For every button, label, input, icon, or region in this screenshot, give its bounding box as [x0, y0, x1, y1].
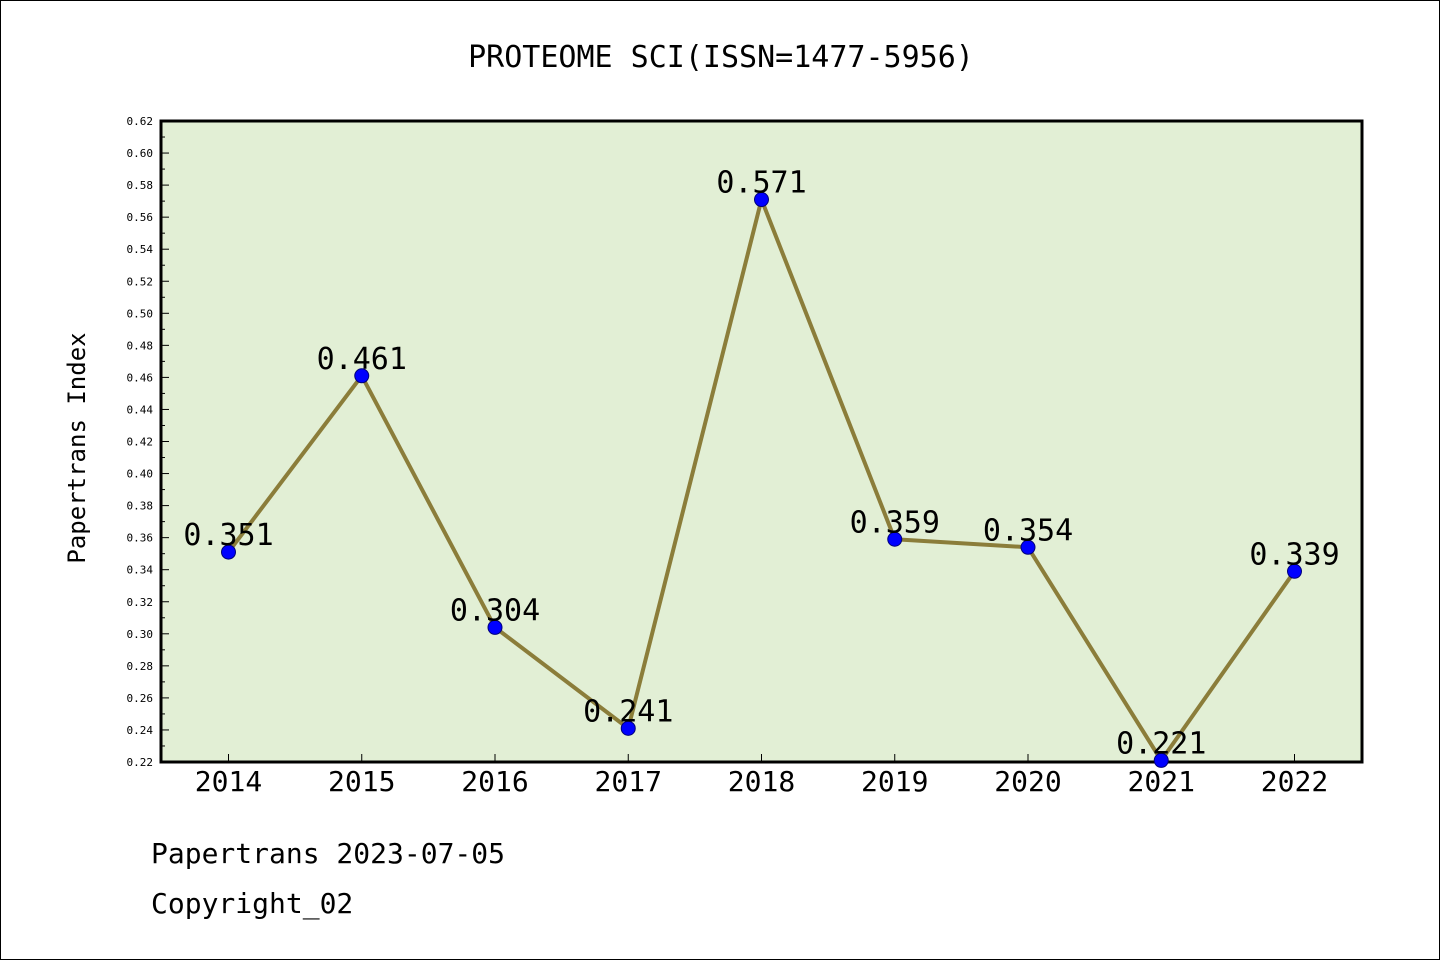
- y-tick-label: 0.22: [127, 756, 154, 769]
- data-point: [1153, 752, 1169, 768]
- data-point: [487, 619, 503, 635]
- data-point: [1287, 563, 1302, 579]
- y-tick-label: 0.52: [127, 275, 154, 288]
- y-tick-label: 0.26: [127, 692, 154, 705]
- y-tick-label: 0.28: [127, 660, 154, 673]
- y-tick-label: 0.40: [127, 468, 154, 481]
- data-label: 0.351: [183, 518, 273, 553]
- footer-date: Papertrans 2023-07-05: [151, 837, 506, 870]
- y-tick-label: 0.24: [127, 724, 154, 737]
- y-axis-ticks: 0.22 0.24 0.26 0.28 0.30 0.32 0.34 0.36 0.38 0.40…: [127, 115, 169, 769]
- y-tick-label: 0.32: [127, 596, 154, 609]
- y-tick-label: 0.62: [127, 115, 154, 128]
- data-label: 0.304: [450, 593, 540, 628]
- y-tick-label: 0.30: [127, 628, 154, 641]
- y-tick-label: 0.56: [127, 211, 154, 224]
- x-tick-label: 2014: [195, 765, 262, 798]
- y-tick-label: 0.42: [127, 436, 154, 449]
- x-axis-ticks: 2014 2015 2016 2017 2018 2019 2020 2021 2022: [195, 754, 1328, 798]
- plot-area: [159, 119, 1364, 764]
- x-tick-label: 2019: [861, 765, 928, 798]
- x-tick-label: 2018: [728, 765, 795, 798]
- data-point: [754, 192, 769, 208]
- data-label: 0.571: [716, 166, 806, 201]
- data-label-layer: 0.351 0.461 0.304 0.241 0.571 0.359 0.354 0.221…: [183, 166, 1339, 762]
- data-point: [887, 531, 903, 547]
- x-tick-label: 2016: [461, 765, 528, 798]
- y-axis-label: Papertrans Index: [63, 332, 91, 563]
- y-tick-label: 0.58: [127, 179, 154, 192]
- data-point: [1020, 539, 1036, 555]
- x-tick-label: 2021: [1128, 765, 1195, 798]
- data-label: 0.241: [583, 694, 673, 729]
- chart-title: PROTEOME SCI(ISSN=1477-5956): [468, 40, 974, 75]
- data-label: 0.339: [1249, 537, 1339, 572]
- y-tick-label: 0.54: [127, 243, 154, 256]
- data-point: [354, 368, 370, 384]
- series-layer: [221, 192, 1302, 768]
- y-tick-label: 0.38: [127, 500, 154, 513]
- y-tick-label: 0.34: [127, 564, 154, 577]
- data-point: [221, 544, 236, 560]
- data-label: 0.359: [850, 505, 940, 540]
- x-tick-label: 2020: [994, 765, 1061, 798]
- data-label: 0.354: [983, 513, 1073, 548]
- x-tick-label: 2022: [1261, 765, 1328, 798]
- y-tick-label: 0.46: [127, 371, 154, 384]
- data-point: [620, 720, 636, 736]
- footer-copyright: Copyright_02: [151, 887, 354, 920]
- data-label: 0.221: [1116, 726, 1206, 761]
- x-tick-label: 2017: [595, 765, 662, 798]
- y-tick-label: 0.36: [127, 532, 154, 545]
- y-tick-label: 0.60: [127, 147, 154, 160]
- data-label: 0.461: [317, 342, 407, 377]
- y-tick-label: 0.50: [127, 307, 154, 320]
- x-tick-label: 2015: [328, 765, 395, 798]
- y-tick-label: 0.48: [127, 339, 154, 352]
- y-tick-label: 0.44: [127, 403, 154, 416]
